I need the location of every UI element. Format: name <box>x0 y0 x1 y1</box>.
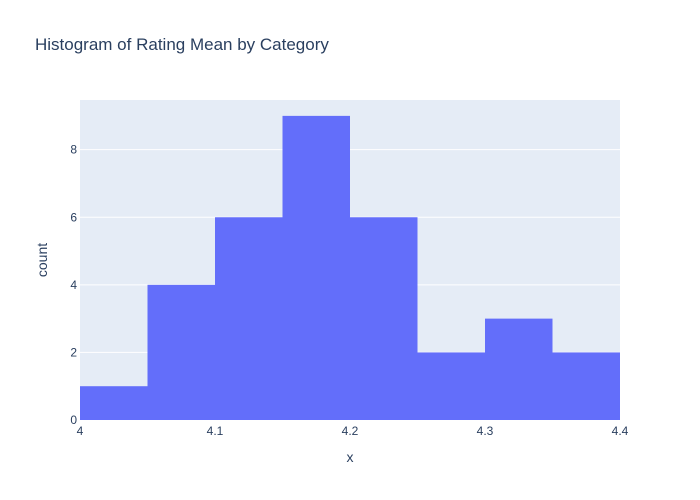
histogram-bars <box>80 115 620 421</box>
histogram-bar <box>417 352 485 420</box>
y-axis-title: count <box>34 243 50 277</box>
x-axis-ticks: 4 4.1 4.2 4.3 4.4 <box>77 424 629 438</box>
x-tick-label: 4.4 <box>612 424 629 438</box>
histogram-bar <box>552 352 620 420</box>
y-tick-label: 4 <box>70 278 77 292</box>
histogram-bar <box>215 217 283 420</box>
y-axis-ticks: 0 2 4 6 8 <box>70 143 77 427</box>
histogram-bar <box>282 115 350 421</box>
x-tick-label: 4.1 <box>207 424 224 438</box>
x-axis-title: x <box>347 449 354 465</box>
histogram-bar <box>147 284 215 420</box>
y-tick-label: 0 <box>70 413 77 427</box>
histogram-bar <box>485 318 553 420</box>
x-tick-label: 4 <box>77 424 84 438</box>
y-tick-label: 8 <box>70 143 77 157</box>
y-tick-label: 6 <box>70 210 77 224</box>
x-tick-label: 4.2 <box>342 424 359 438</box>
x-tick-label: 4.3 <box>477 424 494 438</box>
histogram-bar <box>80 386 148 420</box>
y-tick-label: 2 <box>70 345 77 359</box>
chart-title: Histogram of Rating Mean by Category <box>35 35 329 54</box>
histogram-bar <box>350 217 418 420</box>
